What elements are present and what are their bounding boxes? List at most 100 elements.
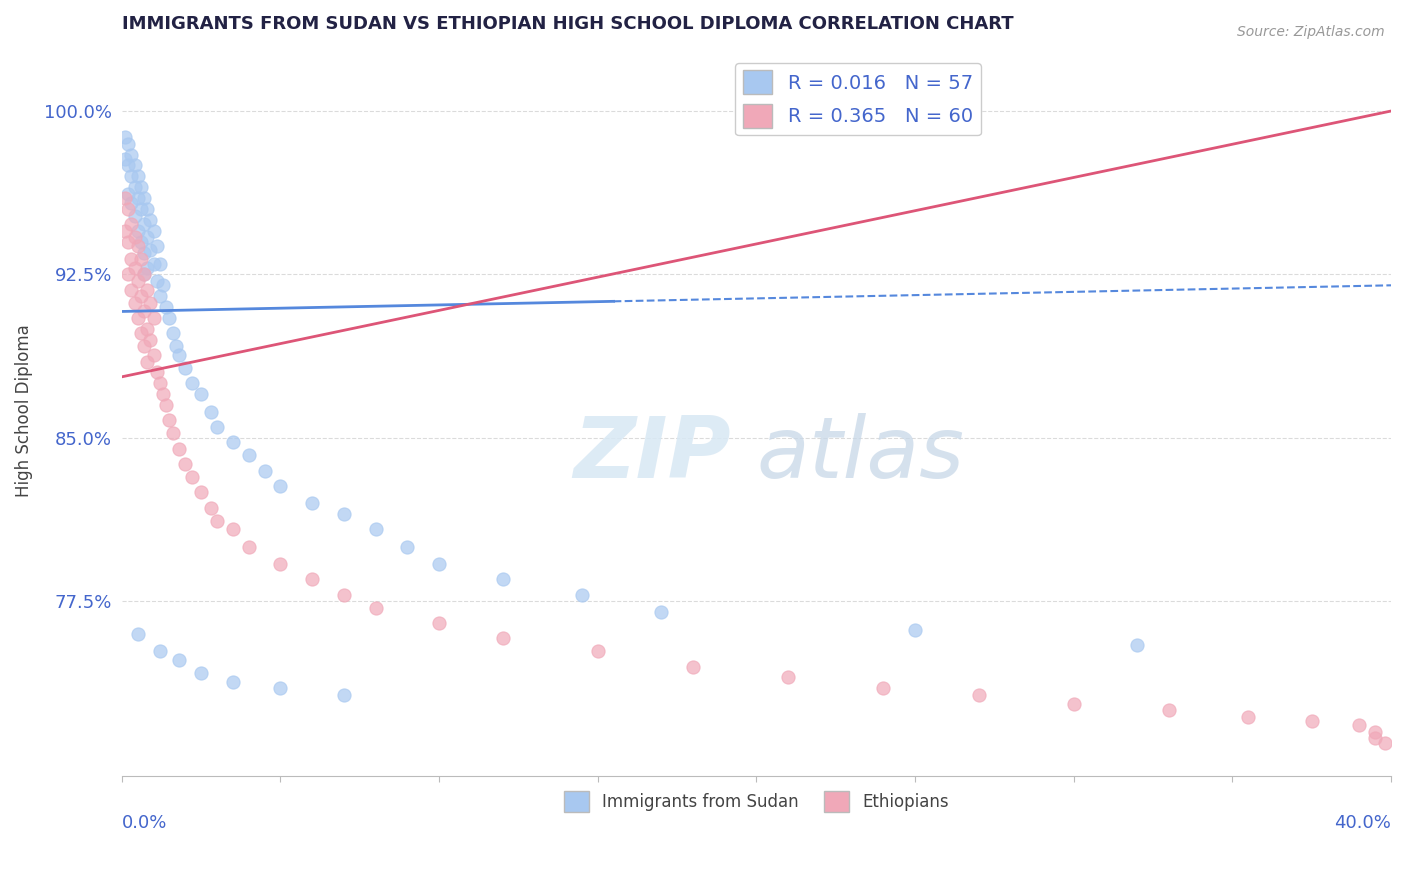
Point xyxy=(586,644,609,658)
Point xyxy=(253,463,276,477)
Point xyxy=(155,300,177,314)
Point xyxy=(174,457,197,471)
Point xyxy=(120,147,142,161)
Text: Source: ZipAtlas.com: Source: ZipAtlas.com xyxy=(1237,25,1385,39)
Text: ZIP: ZIP xyxy=(574,413,731,496)
Point xyxy=(222,674,245,689)
Point xyxy=(149,644,172,658)
Point xyxy=(1237,709,1260,723)
Point xyxy=(162,326,184,341)
Point xyxy=(1364,725,1386,739)
Point xyxy=(149,289,172,303)
Point xyxy=(127,274,149,288)
Point xyxy=(132,268,155,282)
Point xyxy=(136,283,159,297)
Point xyxy=(117,136,139,151)
Point xyxy=(129,252,152,267)
Point xyxy=(200,500,222,515)
Point xyxy=(778,670,800,684)
Point xyxy=(269,557,291,571)
Point xyxy=(491,632,513,646)
Point xyxy=(190,387,212,401)
Point xyxy=(200,405,222,419)
Point xyxy=(120,252,142,267)
Point xyxy=(167,653,190,667)
Point xyxy=(238,448,260,462)
Point xyxy=(129,326,152,341)
Point xyxy=(139,244,162,258)
Point xyxy=(129,235,152,249)
Point xyxy=(650,605,672,619)
Point xyxy=(205,514,228,528)
Point xyxy=(132,191,155,205)
Point xyxy=(491,573,513,587)
Point xyxy=(222,435,245,450)
Point xyxy=(159,310,181,325)
Point xyxy=(142,256,165,270)
Point xyxy=(155,398,177,412)
Point xyxy=(129,202,152,216)
Point xyxy=(136,202,159,216)
Y-axis label: High School Diploma: High School Diploma xyxy=(15,324,32,497)
Point xyxy=(132,268,155,282)
Point xyxy=(114,152,136,166)
Point xyxy=(333,507,356,521)
Point xyxy=(114,130,136,145)
Point xyxy=(136,230,159,244)
Point xyxy=(145,366,167,380)
Point xyxy=(117,268,139,282)
Point xyxy=(269,479,291,493)
Point xyxy=(364,600,387,615)
Point xyxy=(1374,736,1396,750)
Point xyxy=(149,376,172,391)
Text: 40.0%: 40.0% xyxy=(1334,814,1391,832)
Point xyxy=(127,239,149,253)
Text: 0.0%: 0.0% xyxy=(122,814,167,832)
Point xyxy=(159,413,181,427)
Point xyxy=(142,348,165,362)
Point xyxy=(162,426,184,441)
Point xyxy=(114,224,136,238)
Point xyxy=(190,666,212,681)
Point xyxy=(129,289,152,303)
Point xyxy=(222,522,245,536)
Point xyxy=(117,202,139,216)
Point xyxy=(132,339,155,353)
Point xyxy=(165,339,187,353)
Point xyxy=(1364,731,1386,746)
Legend: Immigrants from Sudan, Ethiopians: Immigrants from Sudan, Ethiopians xyxy=(557,785,956,818)
Point xyxy=(117,186,139,201)
Point xyxy=(1348,718,1371,732)
Point xyxy=(120,283,142,297)
Point xyxy=(129,180,152,194)
Point xyxy=(149,256,172,270)
Point xyxy=(127,310,149,325)
Point xyxy=(167,348,190,362)
Point xyxy=(967,688,990,702)
Point xyxy=(124,209,146,223)
Point xyxy=(301,573,323,587)
Point xyxy=(238,540,260,554)
Point xyxy=(301,496,323,510)
Point xyxy=(127,169,149,184)
Point xyxy=(139,333,162,347)
Point xyxy=(124,260,146,275)
Point xyxy=(904,623,927,637)
Point xyxy=(205,420,228,434)
Point xyxy=(364,522,387,536)
Point xyxy=(1157,703,1180,717)
Point xyxy=(127,627,149,641)
Point xyxy=(136,260,159,275)
Point xyxy=(132,217,155,231)
Text: atlas: atlas xyxy=(756,413,965,496)
Point xyxy=(114,191,136,205)
Point xyxy=(117,159,139,173)
Point xyxy=(333,688,356,702)
Point xyxy=(152,278,174,293)
Point xyxy=(127,224,149,238)
Point xyxy=(136,322,159,336)
Point xyxy=(396,540,419,554)
Point xyxy=(333,588,356,602)
Point xyxy=(120,217,142,231)
Point xyxy=(142,224,165,238)
